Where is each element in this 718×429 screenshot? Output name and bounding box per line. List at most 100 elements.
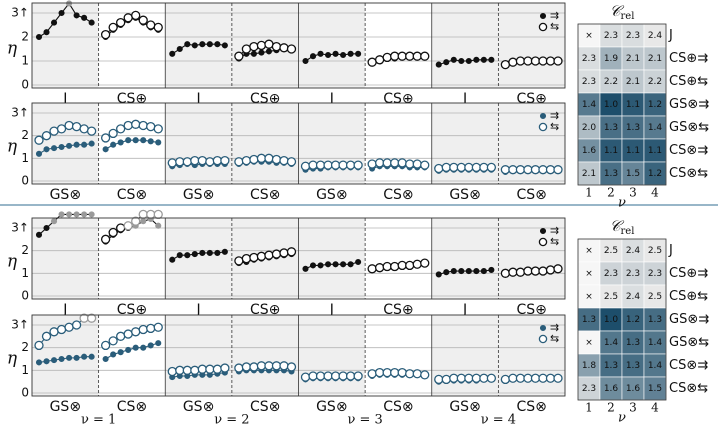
data-point (125, 137, 132, 144)
data-point (450, 268, 457, 275)
data-point (465, 268, 472, 275)
data-point (374, 263, 385, 273)
data-point (58, 9, 65, 17)
data-point (441, 162, 451, 173)
cell-label: 2.3 (582, 54, 596, 64)
data-point (530, 266, 541, 276)
data-point (140, 344, 147, 351)
data-point (374, 55, 385, 65)
panel-label: CS⊕ (117, 302, 147, 318)
heatmap-title: 𝒞rel (610, 217, 635, 237)
data-point (264, 153, 274, 163)
data-point (182, 157, 192, 167)
cell-label: 2.5 (604, 246, 618, 256)
data-point (347, 261, 354, 268)
cell-label: 1.0 (604, 315, 619, 325)
data-point (110, 351, 117, 358)
data-point (86, 313, 97, 323)
data-point (480, 268, 487, 275)
data-point (345, 160, 356, 170)
data-point (199, 249, 206, 256)
data-point (435, 61, 442, 68)
cell-label: 1.3 (648, 315, 662, 325)
y-tick-label: 0 (21, 174, 29, 188)
panel-label: CS⊗ (250, 399, 280, 415)
row-label: GS⊗⇉ (669, 97, 709, 112)
data-point (35, 359, 43, 366)
data-point (271, 154, 282, 165)
cell-label: 1.6 (582, 146, 597, 156)
data-point (50, 218, 58, 225)
data-point (140, 218, 147, 225)
heatmap-frame (577, 23, 667, 186)
panel-background (165, 3, 232, 88)
cell-label: 1.8 (582, 361, 597, 371)
data-point (508, 267, 518, 277)
data-point (167, 158, 177, 168)
data-point (153, 209, 163, 220)
data-point (131, 119, 141, 129)
data-point (332, 261, 339, 268)
data-point (456, 162, 466, 173)
data-point (256, 251, 267, 261)
cell-label: 1.3 (582, 315, 596, 325)
data-point (249, 252, 259, 263)
data-point (264, 250, 274, 260)
data-point (146, 323, 156, 334)
data-point (81, 211, 88, 218)
data-point (43, 358, 50, 365)
data-point (309, 53, 317, 60)
panel-label: GS⊗ (449, 399, 480, 415)
data-point (256, 153, 267, 163)
data-point (153, 124, 163, 134)
data-point (353, 371, 363, 381)
data-point (50, 357, 58, 364)
data-point (464, 373, 474, 383)
data-point (132, 344, 139, 351)
data-point (56, 324, 67, 335)
data-point (441, 374, 451, 385)
legend-label: ⇉ (550, 321, 559, 334)
data-point (155, 139, 162, 146)
data-point (116, 223, 126, 233)
panel-background (32, 218, 99, 299)
data-point (405, 51, 415, 61)
data-point (256, 361, 267, 371)
data-point (123, 13, 133, 23)
cell-label: 1.4 (648, 123, 663, 133)
data-point (323, 371, 333, 381)
data-point (338, 160, 348, 170)
data-point (464, 162, 474, 173)
data-point (367, 57, 377, 67)
data-point (234, 157, 244, 167)
data-point (523, 165, 533, 175)
data-point (258, 49, 265, 56)
cell-label: 1.3 (626, 338, 640, 348)
data-point (88, 353, 95, 360)
cell-label: × (585, 269, 593, 279)
data-point (340, 51, 347, 59)
data-point (443, 59, 450, 66)
data-point (241, 362, 252, 372)
data-point (523, 373, 533, 383)
x-tick-label: 4 (651, 401, 659, 415)
data-point (545, 165, 556, 175)
data-point (279, 155, 289, 166)
data-point (86, 126, 97, 136)
cell-label: × (585, 338, 593, 348)
data-point (397, 260, 407, 271)
data-point (131, 327, 141, 337)
data-point (443, 269, 450, 276)
cell-label: 2.5 (648, 246, 662, 256)
data-point (412, 159, 422, 169)
panel-label: GS⊗ (50, 399, 81, 415)
panel-background (98, 218, 166, 299)
data-point (390, 261, 400, 272)
group-label: ν = 4 (481, 413, 516, 428)
data-point (309, 262, 317, 269)
data-point (545, 373, 556, 383)
y-tick-label: 3↑ (11, 106, 29, 120)
data-point (545, 265, 556, 275)
data-point (155, 340, 162, 347)
data-point (553, 373, 563, 383)
